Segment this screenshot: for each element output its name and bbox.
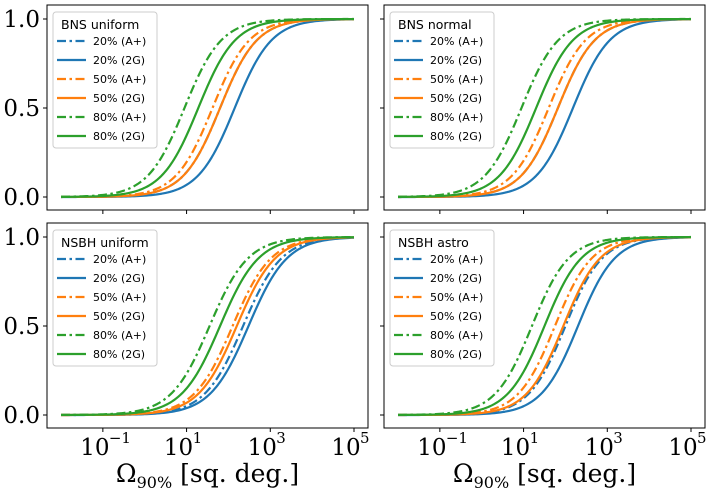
- series-line: [60, 236, 355, 417]
- legend-entry-label: 50% (A+): [430, 73, 483, 86]
- x-tick-label: 10 3: [248, 429, 286, 461]
- y-tick-label: 1.0: [3, 7, 40, 33]
- legend-title: NSBH astro: [398, 235, 469, 250]
- legend-entry-label: 20% (2G): [430, 54, 482, 67]
- x-tick-label: 10 −1: [417, 429, 468, 461]
- y-tick-label: 1.0: [3, 225, 40, 251]
- legend-entry-label: 20% (A+): [93, 35, 146, 48]
- legend-box: [389, 229, 495, 367]
- legend-entry-label: 50% (2G): [430, 310, 482, 323]
- x-tick-base: 10: [417, 435, 446, 461]
- x-tick-label: 10 −1: [80, 429, 131, 461]
- legend-box: [389, 11, 495, 149]
- legend-entry-label: 20% (2G): [93, 272, 145, 285]
- series-line: [61, 236, 355, 417]
- y-tick-label: 0.5: [3, 314, 40, 340]
- legend-entry-label: 80% (A+): [93, 329, 146, 342]
- y-tick-label: 0.0: [3, 403, 40, 429]
- x-tick-label: 10 5: [331, 429, 369, 461]
- legend-box: [52, 11, 158, 149]
- x-tick-label: 10 1: [501, 429, 539, 461]
- series-line: [397, 235, 692, 417]
- legend-entry-label: 80% (A+): [430, 111, 483, 124]
- x-tick-base: 10: [331, 435, 360, 461]
- x-tick-label: 10 5: [668, 429, 706, 461]
- x-tick-exponent: −1: [446, 429, 468, 447]
- series-line: [397, 17, 691, 198]
- legend-entry-label: 80% (A+): [430, 329, 483, 342]
- y-tick-label: 0.5: [3, 96, 40, 122]
- legend-entry-label: 20% (2G): [93, 54, 145, 67]
- legend-entry-label: 50% (A+): [93, 73, 146, 86]
- legend-entry-label: 50% (A+): [430, 291, 483, 304]
- chart-panel-top-right: BNS normal 20% (A+) 20% (2G) 50% (A+) 50% (2…: [380, 4, 706, 214]
- legend-title: NSBH uniform: [61, 235, 149, 250]
- legend-entry-label: 80% (A+): [93, 111, 146, 124]
- x-tick-base: 10: [501, 435, 530, 461]
- legend-title: BNS normal: [398, 17, 472, 32]
- x-tick-base: 10: [164, 435, 193, 461]
- legend-entry-label: 20% (A+): [430, 253, 483, 266]
- series-group: [397, 17, 692, 199]
- y-tick-label: 0.0: [3, 185, 40, 211]
- legend: BNS normal 20% (A+) 20% (2G) 50% (A+) 50% (2…: [389, 11, 495, 149]
- legend-entry-label: 20% (2G): [430, 272, 482, 285]
- x-axis-label: Ω90% [sq. deg.]: [116, 459, 299, 492]
- x-tick-label: 10 1: [164, 429, 202, 461]
- x-tick-exponent: −1: [109, 429, 131, 447]
- x-tick-exponent: 3: [613, 429, 623, 447]
- legend: NSBH astro 20% (A+) 20% (2G) 50% (A+) 50% (2…: [389, 229, 495, 367]
- x-tick-base: 10: [80, 435, 109, 461]
- x-tick-exponent: 5: [360, 429, 370, 447]
- legend-entry-label: 50% (2G): [93, 92, 145, 105]
- legend-entry-label: 80% (2G): [430, 130, 482, 143]
- x-axis-label: Ω90% [sq. deg.]: [453, 459, 636, 492]
- series-line: [60, 17, 354, 198]
- legend-entry-label: 50% (A+): [93, 291, 146, 304]
- legend: NSBH uniform 20% (A+) 20% (2G) 50% (A+) 50% …: [52, 229, 158, 367]
- legend-entry-label: 50% (2G): [430, 92, 482, 105]
- legend-title: BNS uniform: [61, 17, 139, 32]
- x-tick-base: 10: [248, 435, 277, 461]
- legend-entry-label: 20% (A+): [93, 253, 146, 266]
- legend-entry-label: 80% (2G): [430, 348, 482, 361]
- x-tick-exponent: 5: [697, 429, 707, 447]
- x-tick-exponent: 3: [276, 429, 286, 447]
- x-tick-exponent: 1: [193, 429, 203, 447]
- x-tick-label: 10 3: [585, 429, 623, 461]
- x-tick-base: 10: [668, 435, 697, 461]
- x-tick-base: 10: [585, 435, 614, 461]
- x-tick-exponent: 1: [530, 429, 540, 447]
- series-group: [60, 236, 355, 417]
- chart-panel-top-left: 0.0 0.5 1.0 BNS uniform 20% (A+) 20% (2G) 50% …: [3, 4, 369, 214]
- legend-entry-label: 50% (2G): [93, 310, 145, 323]
- legend-entry-label: 80% (2G): [93, 348, 145, 361]
- series-group: [60, 17, 355, 199]
- legend: BNS uniform 20% (A+) 20% (2G) 50% (A+) 50% (…: [52, 11, 158, 149]
- series-group: [397, 235, 692, 417]
- legend-entry-label: 80% (2G): [93, 130, 145, 143]
- legend-entry-label: 20% (A+): [430, 35, 483, 48]
- legend-box: [52, 229, 158, 367]
